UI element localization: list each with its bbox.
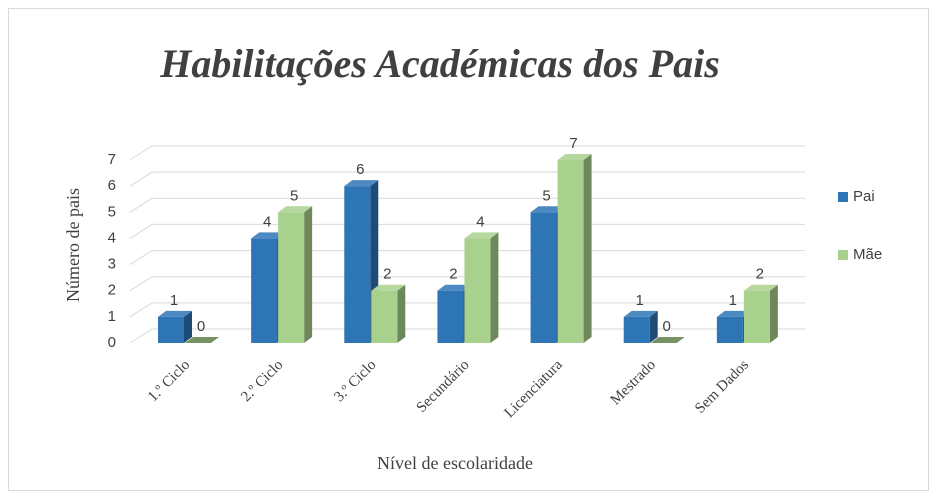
value-label: 0 [663,318,671,335]
bar-top [530,206,565,213]
bar-top [743,284,778,291]
bar-top [437,284,472,291]
bar-top [623,310,658,317]
bar-front [158,316,184,343]
bar [371,284,406,343]
value-label: 2 [383,266,391,283]
value-label: 1 [729,292,737,309]
bar [464,232,499,343]
chart-title: Habilitações Académicas dos Pais [159,41,720,86]
grid-line [129,145,805,161]
bar-side [649,310,658,343]
bar-side [769,284,778,343]
bar-front [464,238,491,343]
y-tick-label: 4 [108,229,116,246]
legend-label: Mãe [853,246,882,263]
bar [743,284,778,343]
x-axis-title: Nível de escolaridade [377,453,533,473]
legend-swatch [838,192,848,202]
value-label: 5 [542,187,550,204]
bar-front [371,290,398,343]
value-label: 5 [290,187,298,204]
bar-side [304,206,313,343]
bar [650,337,685,343]
bar [557,154,592,343]
bar-front [716,316,743,343]
value-label: 2 [449,266,457,283]
bar-side [184,310,192,343]
y-tick-label: 3 [108,256,116,273]
y-tick-label: 7 [108,151,116,168]
value-label: 6 [356,161,364,178]
bar [623,310,658,343]
value-label: 4 [476,213,484,230]
bar-front [530,212,557,343]
bar-top [716,310,751,317]
bar-front [557,160,584,343]
y-tick-label: 1 [108,308,116,325]
y-axis-title: Número de pais [63,188,83,302]
bar [278,206,313,343]
bar-front [278,212,305,343]
legend-swatch [838,250,848,260]
bar-top [650,337,685,343]
bar-top [251,232,286,239]
bar [158,310,192,343]
bar-top [344,180,379,187]
bar-side [490,232,499,343]
legend-label: Pai [853,188,875,205]
bar [185,337,219,343]
bar-front [251,238,278,343]
bar-top [185,337,219,343]
value-label: 1 [636,292,644,309]
y-tick-label: 5 [108,203,116,220]
y-tick-label: 0 [108,334,116,351]
bar-top [557,154,592,160]
bar-top [371,284,406,291]
bar-top [158,310,192,317]
value-label: 1 [170,292,178,309]
bar-front [743,290,770,343]
bar-front [623,316,650,343]
bar-front [437,290,464,343]
bar-front [344,186,371,343]
value-label: 2 [756,266,764,283]
value-label: 4 [263,213,271,230]
y-tick-label: 2 [108,282,116,299]
bar-top [464,232,499,239]
bar-top [278,206,313,213]
bar-side [397,284,406,343]
y-tick-label: 6 [108,177,116,194]
value-label: 7 [569,135,577,152]
bar-side [583,154,592,343]
value-label: 0 [197,318,205,335]
